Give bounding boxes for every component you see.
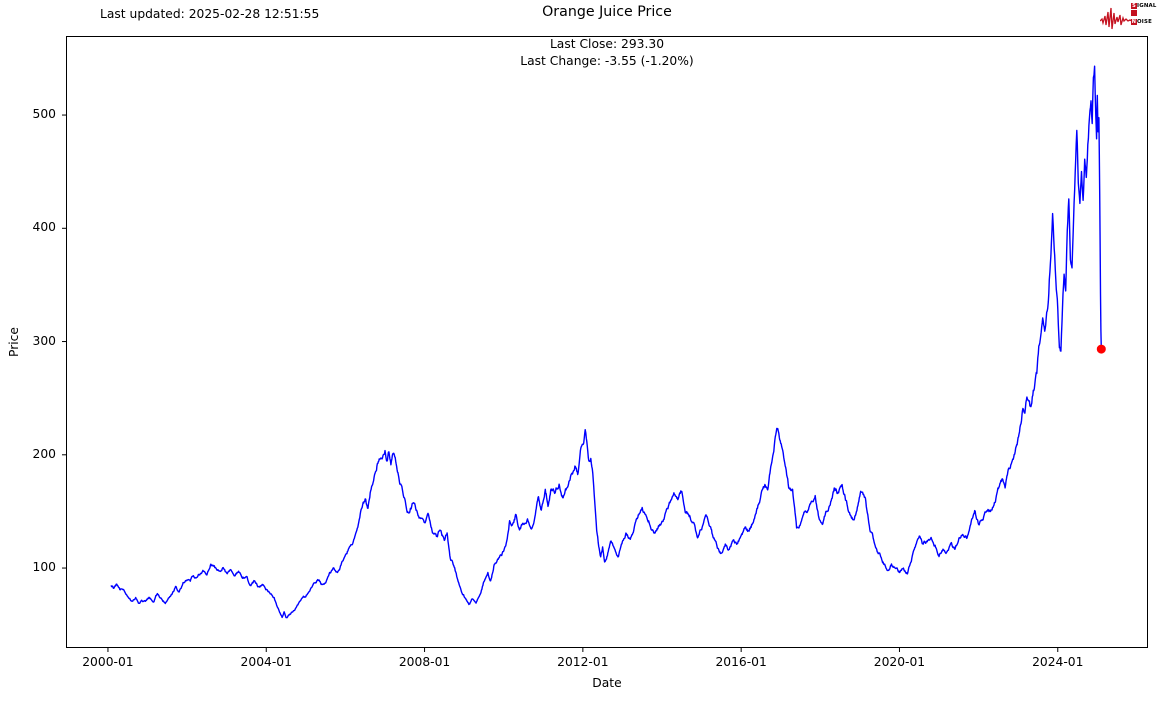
- y-tick-label: 400: [32, 220, 56, 235]
- logo-box-n: N: [1131, 19, 1137, 26]
- y-tick-label: 200: [32, 446, 56, 461]
- x-tick-label: 2020-01: [873, 655, 926, 669]
- x-tick-label: 2016-01: [715, 655, 767, 669]
- x-tick-label: 2004-01: [240, 655, 292, 669]
- x-tick-label: 2008-01: [398, 655, 451, 669]
- x-tick-label: 2000-01: [82, 655, 134, 669]
- signal-waveform-icon: [1100, 7, 1132, 30]
- logo-box-2: [1131, 10, 1137, 17]
- y-axis-label: Price: [7, 327, 21, 357]
- last-change-text: Last Change: -3.55 (-1.20%): [520, 53, 694, 68]
- y-tick-label: 500: [32, 107, 56, 122]
- y-tick-label: 300: [32, 333, 56, 348]
- x-axis-label: Date: [592, 676, 622, 690]
- x-tick-label: 2024-01: [1032, 655, 1084, 669]
- x-tick-label: 2012-01: [557, 655, 609, 669]
- logo-box-s: S: [1131, 3, 1137, 9]
- last-updated-text: Last updated: 2025-02-28 12:51:55: [100, 7, 320, 21]
- last-close-text: Last Close: 293.30: [549, 37, 665, 51]
- chart-subtitle: Last Close: 293.30 Last Change: -3.55 (-…: [66, 36, 1148, 69]
- chart-title: Orange Juice Price: [542, 4, 672, 20]
- y-tick-label: 100: [32, 560, 56, 575]
- plot-border: [66, 36, 1148, 648]
- signal2noise-logo: SIGNAL NOISE: [1100, 2, 1156, 32]
- logo-text: SIGNAL NOISE: [1131, 3, 1157, 26]
